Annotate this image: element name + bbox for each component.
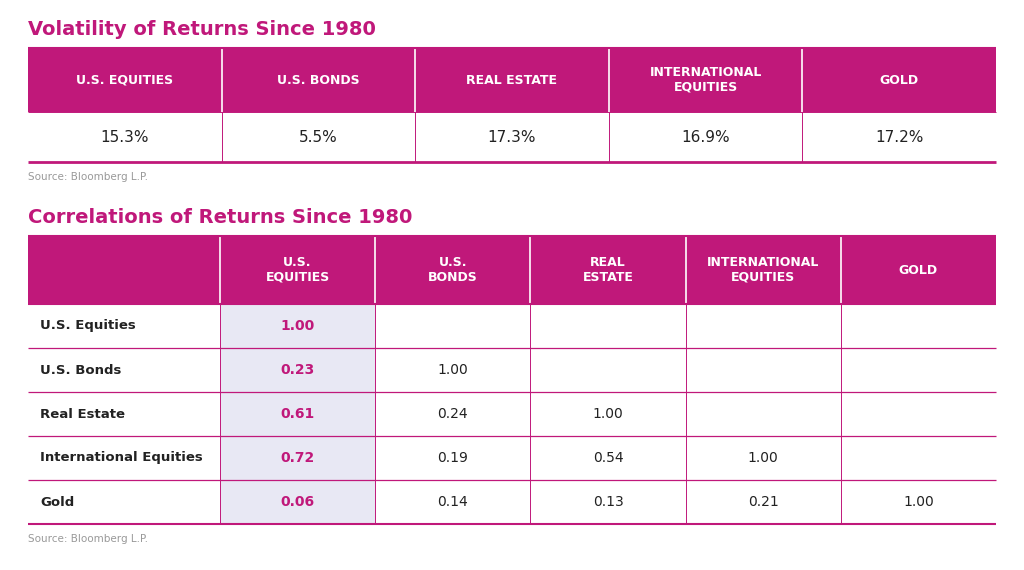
Text: Source: Bloomberg L.P.: Source: Bloomberg L.P. [28, 172, 148, 182]
Text: 5.5%: 5.5% [299, 129, 338, 145]
Bar [28, 48, 221, 112]
Bar [686, 348, 841, 392]
Text: U.S. BONDS: U.S. BONDS [278, 74, 359, 87]
Bar [28, 348, 220, 392]
Text: GOLD: GOLD [880, 74, 919, 87]
Bar [375, 236, 530, 304]
Text: 1.00: 1.00 [748, 451, 778, 465]
Bar [530, 304, 686, 348]
Text: 0.14: 0.14 [437, 495, 468, 509]
Text: 0.06: 0.06 [281, 495, 314, 509]
Text: U.S. EQUITIES: U.S. EQUITIES [76, 74, 173, 87]
Bar [221, 112, 415, 162]
Bar [220, 436, 375, 480]
Text: Real Estate: Real Estate [40, 408, 125, 421]
Bar [28, 480, 220, 524]
Bar [841, 304, 996, 348]
Bar [686, 236, 841, 304]
Text: Source: Bloomberg L.P.: Source: Bloomberg L.P. [28, 534, 148, 544]
Bar [841, 236, 996, 304]
Bar [415, 112, 609, 162]
Text: Correlations of Returns Since 1980: Correlations of Returns Since 1980 [28, 208, 413, 227]
Bar [220, 348, 375, 392]
Bar [841, 480, 996, 524]
Bar [375, 304, 530, 348]
Text: Volatility of Returns Since 1980: Volatility of Returns Since 1980 [28, 20, 376, 39]
Text: 0.19: 0.19 [437, 451, 468, 465]
Bar [221, 48, 415, 112]
Bar [220, 392, 375, 436]
Text: 1.00: 1.00 [903, 495, 934, 509]
Bar [686, 304, 841, 348]
Bar [530, 348, 686, 392]
Bar [220, 304, 375, 348]
Bar [530, 392, 686, 436]
Bar [841, 392, 996, 436]
Text: 0.72: 0.72 [281, 451, 314, 465]
Bar [686, 436, 841, 480]
Bar [609, 48, 803, 112]
Bar [530, 236, 686, 304]
Bar [686, 392, 841, 436]
Bar [28, 236, 220, 304]
Bar [803, 112, 996, 162]
Bar [28, 304, 220, 348]
Bar [841, 436, 996, 480]
Text: GOLD: GOLD [899, 263, 938, 276]
Text: U.S.
BONDS: U.S. BONDS [428, 256, 477, 284]
Bar [803, 48, 996, 112]
Text: 16.9%: 16.9% [681, 129, 730, 145]
Bar [375, 392, 530, 436]
Text: 0.13: 0.13 [593, 495, 624, 509]
Text: INTERNATIONAL
EQUITIES: INTERNATIONAL EQUITIES [707, 256, 819, 284]
Bar [28, 392, 220, 436]
Text: 0.54: 0.54 [593, 451, 624, 465]
Bar [220, 480, 375, 524]
Text: 1.00: 1.00 [437, 363, 468, 377]
Text: 15.3%: 15.3% [100, 129, 150, 145]
Text: 0.61: 0.61 [281, 407, 314, 421]
Bar [530, 480, 686, 524]
Text: 0.23: 0.23 [281, 363, 314, 377]
Bar [375, 436, 530, 480]
Text: 0.21: 0.21 [748, 495, 778, 509]
Bar [220, 236, 375, 304]
Text: 17.2%: 17.2% [876, 129, 924, 145]
Bar [375, 480, 530, 524]
Text: REAL ESTATE: REAL ESTATE [467, 74, 557, 87]
Text: REAL
ESTATE: REAL ESTATE [583, 256, 634, 284]
Bar [530, 436, 686, 480]
Text: International Equities: International Equities [40, 451, 203, 465]
Text: INTERNATIONAL
EQUITIES: INTERNATIONAL EQUITIES [649, 66, 762, 94]
Text: 0.24: 0.24 [437, 407, 468, 421]
Bar [375, 348, 530, 392]
Text: U.S. Equities: U.S. Equities [40, 320, 136, 332]
Text: Gold: Gold [40, 495, 75, 508]
Text: 1.00: 1.00 [593, 407, 624, 421]
Text: 17.3%: 17.3% [487, 129, 537, 145]
Bar [28, 112, 221, 162]
Bar [609, 112, 803, 162]
Bar [415, 48, 609, 112]
Bar [841, 348, 996, 392]
Bar [28, 436, 220, 480]
Text: U.S.
EQUITIES: U.S. EQUITIES [265, 256, 330, 284]
Bar [686, 480, 841, 524]
Text: 1.00: 1.00 [281, 319, 314, 333]
Text: U.S. Bonds: U.S. Bonds [40, 364, 122, 377]
